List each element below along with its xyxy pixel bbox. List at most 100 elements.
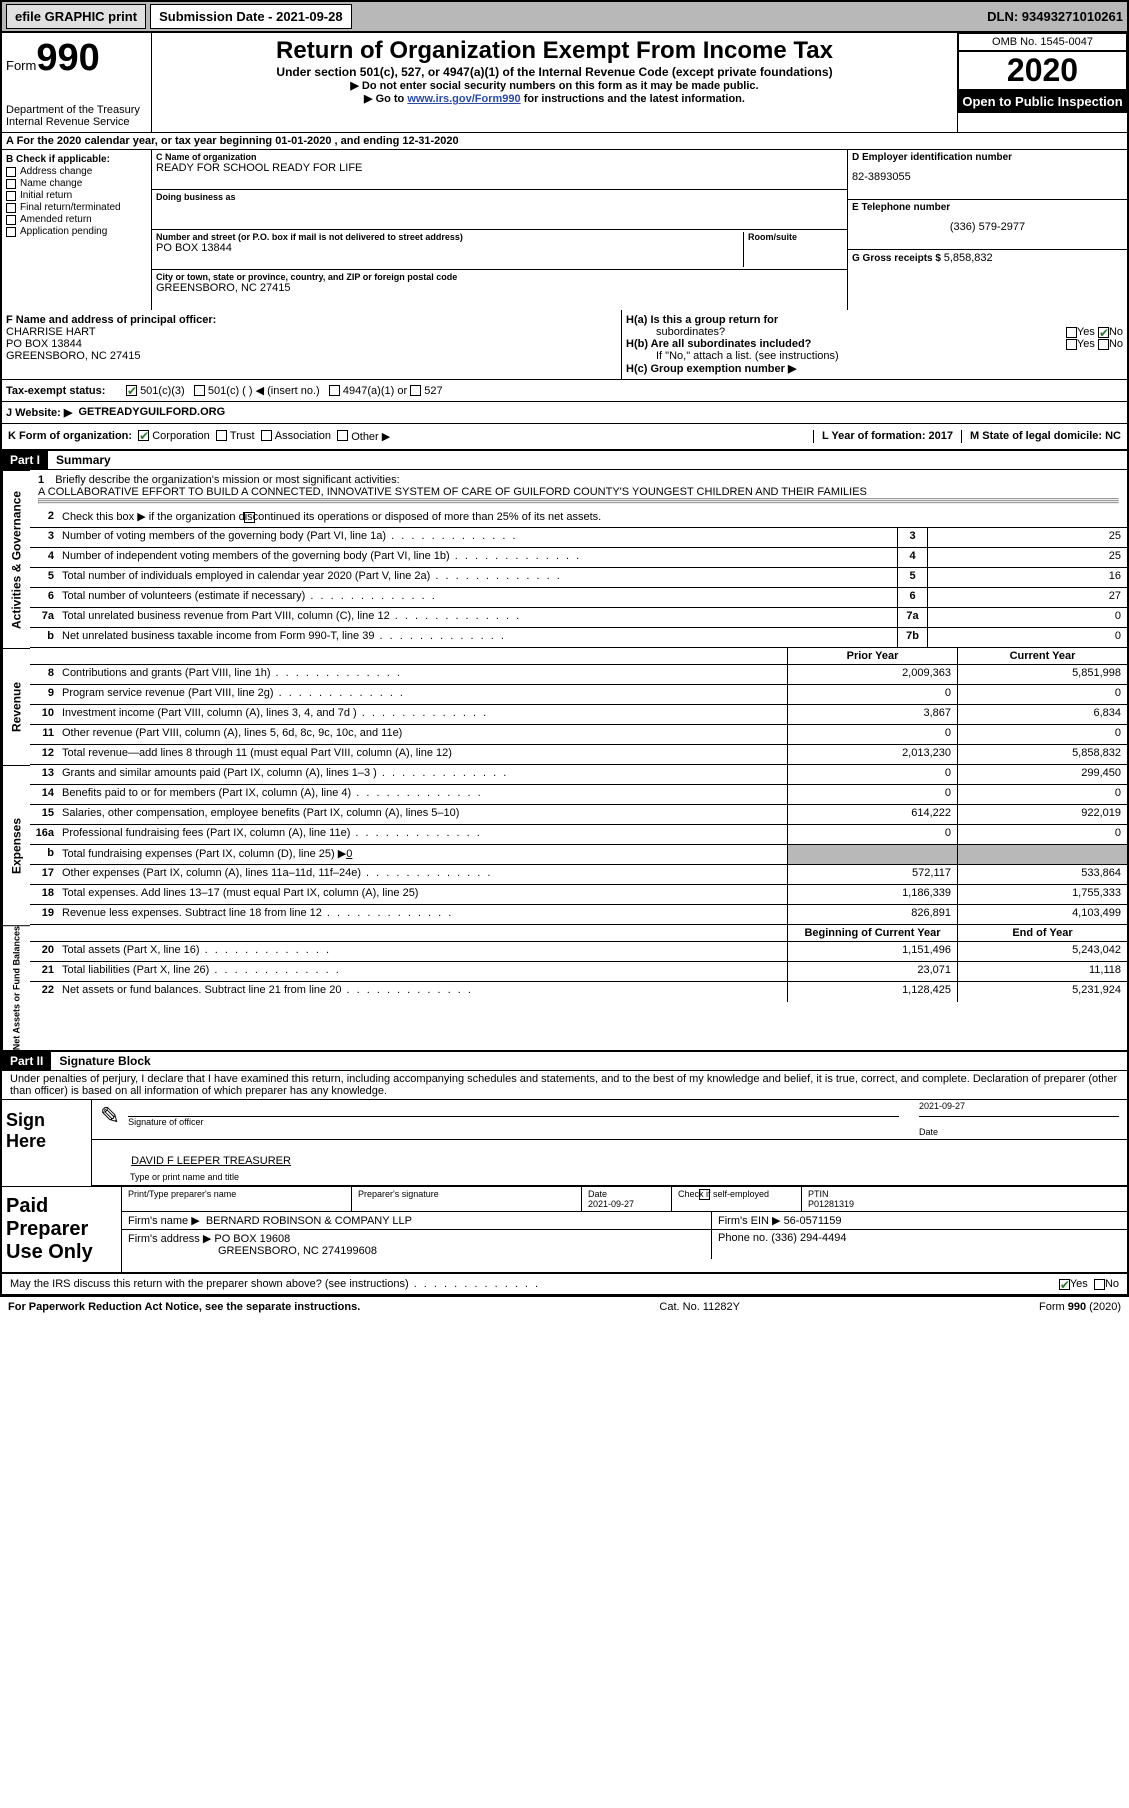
gov-tab: Activities & Governance bbox=[2, 470, 30, 648]
prep-row1: Print/Type preparer's name Preparer's si… bbox=[122, 1187, 1127, 1212]
officer-sig: DAVID F LEEPER TREASURER bbox=[131, 1155, 291, 1167]
chk-501c3[interactable] bbox=[126, 385, 137, 396]
line-16b: bTotal fundraising expenses (Part IX, co… bbox=[30, 845, 1127, 865]
line-12: 12Total revenue—add lines 8 through 11 (… bbox=[30, 745, 1127, 765]
sign-here-lbl: Sign Here bbox=[2, 1100, 92, 1186]
chk-amended[interactable]: Amended return bbox=[6, 214, 147, 225]
line-22: 22Net assets or fund balances. Subtract … bbox=[30, 982, 1127, 1002]
line-20: 20Total assets (Part X, line 16)1,151,49… bbox=[30, 942, 1127, 962]
prep-block: Paid Preparer Use Only Print/Type prepar… bbox=[0, 1187, 1129, 1274]
part1-hdr: Part I Summary bbox=[0, 451, 1129, 470]
city-box: City or town, state or province, country… bbox=[152, 270, 847, 310]
prep-row2: Firm's name ▶ BERNARD ROBINSON & COMPANY… bbox=[122, 1212, 1127, 1230]
line-14: 14Benefits paid to or for members (Part … bbox=[30, 785, 1127, 805]
form-word: Form bbox=[6, 58, 36, 73]
sig-decl: Under penalties of perjury, I declare th… bbox=[0, 1071, 1129, 1100]
chk-pending[interactable]: Application pending bbox=[6, 226, 147, 237]
footer-mid: Cat. No. 11282Y bbox=[659, 1301, 740, 1313]
chk-self-emp[interactable] bbox=[699, 1189, 710, 1200]
chk-initial[interactable]: Initial return bbox=[6, 190, 147, 201]
net-tab: Net Assets or Fund Balances bbox=[2, 925, 30, 1050]
col-b-hdr: B Check if applicable: bbox=[6, 154, 147, 165]
chk-4947[interactable] bbox=[329, 385, 340, 396]
dba-box: Doing business as bbox=[152, 190, 847, 230]
discuss-row: May the IRS discuss this return with the… bbox=[0, 1274, 1129, 1296]
rev-section: Revenue Prior YearCurrent Year 8Contribu… bbox=[0, 648, 1129, 765]
chk-final[interactable]: Final return/terminated bbox=[6, 202, 147, 213]
org-name-box: C Name of organization READY FOR SCHOOL … bbox=[152, 150, 847, 190]
chk-discuss-no[interactable] bbox=[1094, 1279, 1105, 1290]
section-bcde: B Check if applicable: Address change Na… bbox=[0, 150, 1129, 310]
instr1: ▶ Do not enter social security numbers o… bbox=[156, 79, 953, 92]
row-tax: Tax-exempt status: 501(c)(3) 501(c) ( ) … bbox=[0, 380, 1129, 402]
header-right: OMB No. 1545-0047 2020 Open to Public In… bbox=[957, 33, 1127, 132]
form-number: 990 bbox=[36, 37, 99, 79]
chk-discuss-yes[interactable] bbox=[1059, 1279, 1070, 1290]
efile-btn[interactable]: efile GRAPHIC print bbox=[6, 4, 146, 29]
line-21: 21Total liabilities (Part X, line 26)23,… bbox=[30, 962, 1127, 982]
line-18: 18Total expenses. Add lines 13–17 (must … bbox=[30, 885, 1127, 905]
line-9: 9Program service revenue (Part VIII, lin… bbox=[30, 685, 1127, 705]
irs-link[interactable]: www.irs.gov/Form990 bbox=[407, 93, 520, 105]
tax-year: 2020 bbox=[958, 51, 1127, 90]
line-7a: 7aTotal unrelated business revenue from … bbox=[30, 608, 1127, 628]
officer-name: CHARRISE HART bbox=[6, 326, 617, 338]
mission-text: A COLLABORATIVE EFFORT TO BUILD A CONNEC… bbox=[38, 486, 867, 498]
addr-box: Number and street (or P.O. box if mail i… bbox=[152, 230, 847, 270]
chk-name[interactable]: Name change bbox=[6, 178, 147, 189]
submission-date: Submission Date - 2021-09-28 bbox=[150, 4, 352, 29]
chk-other[interactable] bbox=[337, 430, 348, 441]
line-7b: bNet unrelated business taxable income f… bbox=[30, 628, 1127, 648]
line-11: 11Other revenue (Part VIII, column (A), … bbox=[30, 725, 1127, 745]
website: GETREADYGUILFORD.ORG bbox=[78, 406, 225, 419]
line-19: 19Revenue less expenses. Subtract line 1… bbox=[30, 905, 1127, 925]
org-city: GREENSBORO, NC 27415 bbox=[156, 282, 843, 294]
line-17: 17Other expenses (Part IX, column (A), l… bbox=[30, 865, 1127, 885]
ein-box: D Employer identification number 82-3893… bbox=[848, 150, 1127, 200]
header: Form990 Department of the Treasury Inter… bbox=[0, 33, 1129, 132]
year-formation: L Year of formation: 2017 bbox=[813, 430, 953, 443]
irs: Internal Revenue Service bbox=[6, 116, 147, 128]
form-title: Return of Organization Exempt From Incom… bbox=[156, 37, 953, 65]
row-a: A For the 2020 calendar year, or tax yea… bbox=[0, 132, 1129, 150]
col-d: D Employer identification number 82-3893… bbox=[847, 150, 1127, 310]
chk-527[interactable] bbox=[410, 385, 421, 396]
chk-discontinued[interactable] bbox=[244, 512, 255, 523]
footer: For Paperwork Reduction Act Notice, see … bbox=[0, 1296, 1129, 1317]
chk-address[interactable]: Address change bbox=[6, 166, 147, 177]
instr2: ▶ Go to www.irs.gov/Form990 for instruct… bbox=[156, 92, 953, 105]
col-b: B Check if applicable: Address change Na… bbox=[2, 150, 152, 310]
col-f: F Name and address of principal officer:… bbox=[2, 310, 622, 379]
line-5: 5Total number of individuals employed in… bbox=[30, 568, 1127, 588]
chk-trust[interactable] bbox=[216, 430, 227, 441]
form-subtitle: Under section 501(c), 527, or 4947(a)(1)… bbox=[156, 65, 953, 79]
exp-section: Expenses 13Grants and similar amounts pa… bbox=[0, 765, 1129, 925]
net-hdr: Beginning of Current YearEnd of Year bbox=[30, 925, 1127, 942]
row-fgh: F Name and address of principal officer:… bbox=[0, 310, 1129, 380]
line-3: 3Number of voting members of the governi… bbox=[30, 528, 1127, 548]
state-domicile: M State of legal domicile: NC bbox=[961, 430, 1121, 443]
pen-icon: ✎ bbox=[100, 1102, 120, 1137]
col-h: H(a) Is this a group return for subordin… bbox=[622, 310, 1127, 379]
gov-section: Activities & Governance 1 Briefly descri… bbox=[0, 470, 1129, 648]
line-4: 4Number of independent voting members of… bbox=[30, 548, 1127, 568]
omb: OMB No. 1545-0047 bbox=[958, 33, 1127, 51]
line-16a: 16aProfessional fundraising fees (Part I… bbox=[30, 825, 1127, 845]
exp-tab: Expenses bbox=[2, 765, 30, 925]
dept: Department of the Treasury bbox=[6, 104, 147, 116]
line-2: 2Check this box ▶ if the organization di… bbox=[30, 508, 1127, 528]
col-c: C Name of organization READY FOR SCHOOL … bbox=[152, 150, 847, 310]
org-addr: PO BOX 13844 bbox=[156, 242, 743, 254]
gross-receipts: 5,858,832 bbox=[944, 252, 993, 264]
footer-left: For Paperwork Reduction Act Notice, see … bbox=[8, 1301, 360, 1313]
line-8: 8Contributions and grants (Part VIII, li… bbox=[30, 665, 1127, 685]
open-public: Open to Public Inspection bbox=[958, 90, 1127, 113]
chk-corp[interactable] bbox=[138, 430, 149, 441]
rev-tab: Revenue bbox=[2, 648, 30, 765]
org-name: READY FOR SCHOOL READY FOR LIFE bbox=[156, 162, 843, 174]
chk-assoc[interactable] bbox=[261, 430, 272, 441]
chk-501c[interactable] bbox=[194, 385, 205, 396]
top-bar: efile GRAPHIC print Submission Date - 20… bbox=[0, 0, 1129, 33]
rev-hdr: Prior YearCurrent Year bbox=[30, 648, 1127, 665]
line-6: 6Total number of volunteers (estimate if… bbox=[30, 588, 1127, 608]
